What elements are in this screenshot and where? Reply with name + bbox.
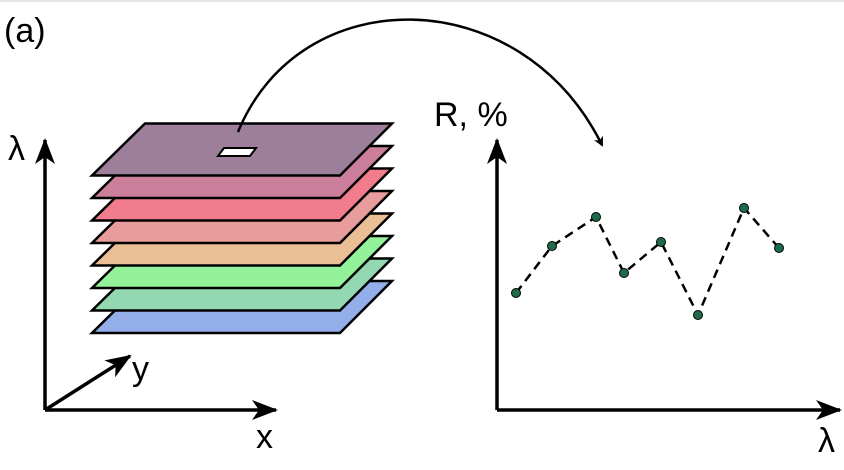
cube-axis-depth xyxy=(44,354,132,412)
spectrum-point xyxy=(591,212,601,222)
spectrum-point xyxy=(511,288,521,298)
panel-label: (a) xyxy=(4,12,46,50)
axis-label: λ xyxy=(818,422,835,460)
pixel xyxy=(216,147,258,157)
spectrum-point xyxy=(619,268,629,278)
spectrum-point xyxy=(739,203,749,213)
axis-label: λ xyxy=(8,130,25,168)
hyperspectral-cube xyxy=(88,122,396,335)
spectrum-point xyxy=(656,237,666,247)
spectrum-point xyxy=(547,241,557,251)
spectrum-point xyxy=(774,243,784,253)
axis-label: R, % xyxy=(434,96,508,134)
axis-label: x xyxy=(256,418,273,456)
axis-label: y xyxy=(132,350,149,388)
spectrum-point xyxy=(693,310,703,320)
spectrum-line xyxy=(515,205,780,318)
curved-arrow xyxy=(236,18,604,147)
